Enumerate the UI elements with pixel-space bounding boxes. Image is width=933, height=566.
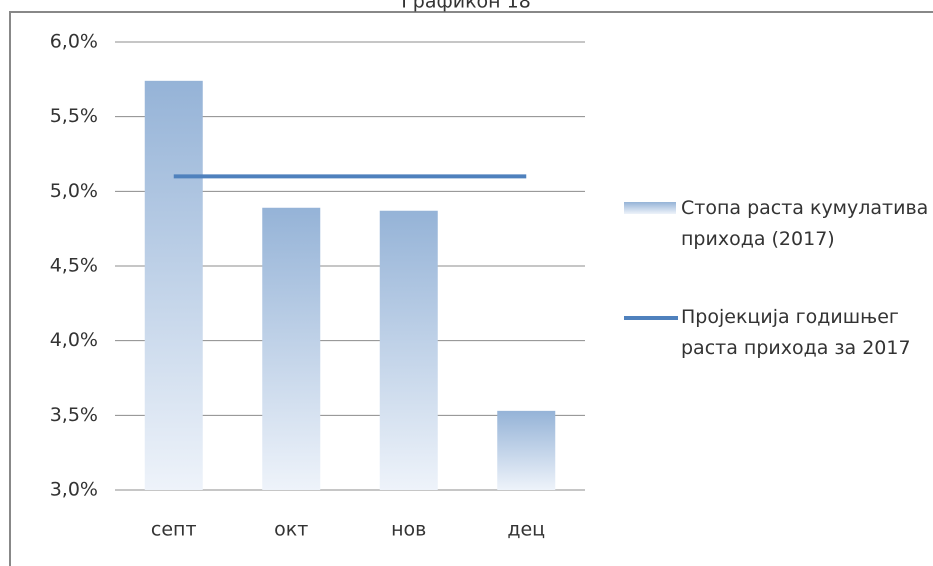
legend-label: Пројекција годишњег раста прихода за 201… — [681, 306, 911, 359]
bar — [379, 210, 438, 490]
y-tick-label: 5,5% — [50, 105, 98, 127]
chart-title: Графикон 18 — [401, 0, 531, 13]
y-tick-label: 6,0% — [50, 31, 98, 53]
x-tick-label: дец — [507, 519, 545, 541]
legend-swatch — [624, 202, 676, 214]
y-tick-label: 3,5% — [50, 404, 98, 426]
y-tick-label: 5,0% — [50, 180, 98, 202]
y-tick-label: 4,0% — [50, 329, 98, 351]
frame — [9, 11, 933, 566]
x-tick-label: нов — [391, 519, 426, 541]
y-tick-label: 4,5% — [50, 255, 98, 277]
legend-label: Стопа раста кумулатива прихода (2017) — [681, 197, 929, 250]
bar — [497, 410, 556, 490]
y-tick-label: 3,0% — [50, 479, 98, 501]
x-tick-label: септ — [151, 519, 197, 541]
bar — [144, 80, 203, 491]
x-tick-label: окт — [274, 519, 308, 541]
title-bg — [380, 0, 552, 11]
bar — [262, 207, 321, 490]
